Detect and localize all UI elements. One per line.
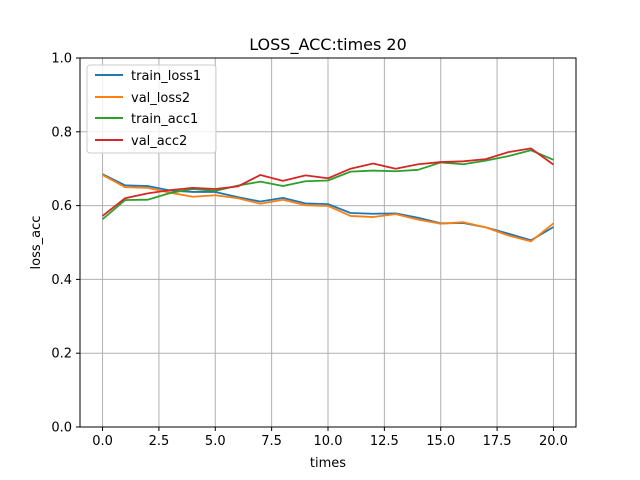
x-tick-label: 7.5 <box>261 434 282 449</box>
chart-title: LOSS_ACC:times 20 <box>249 35 407 55</box>
x-tick-label: 15.0 <box>426 434 455 449</box>
y-tick-label: 0.8 <box>51 125 72 140</box>
y-tick-label: 1.0 <box>51 52 72 67</box>
y-tick-label: 0.4 <box>51 273 72 288</box>
legend-box <box>86 64 217 154</box>
series-line-val-loss2 <box>102 174 555 243</box>
x-tick-label: 20.0 <box>539 434 568 449</box>
y-tick-label: 0.2 <box>51 347 72 362</box>
series-lines <box>101 147 555 243</box>
legend-label-train-loss1: train_loss1 <box>131 69 201 84</box>
x-tick-label: 17.5 <box>483 434 512 449</box>
legend-label-train-acc1: train_acc1 <box>131 112 198 127</box>
x-tick-label: 10.0 <box>314 434 343 449</box>
x-tick-label: 12.5 <box>370 434 399 449</box>
series-line-train-acc1 <box>101 149 554 220</box>
x-tick-label: 2.5 <box>149 434 170 449</box>
legend-label-val-acc2: val_acc2 <box>131 134 187 149</box>
y-tick-label: 0.6 <box>51 199 72 214</box>
x-tick-label: 0.0 <box>92 434 113 449</box>
x-axis-label: times <box>310 456 346 471</box>
x-tick-label: 5.0 <box>205 434 226 449</box>
axis-ticks: 0.0 2.5 5.0 7.5 10.0 12.5 15.0 17.5 20.0 0.0 0.2 0.… <box>51 52 568 450</box>
legend-label-val-loss2: val_loss2 <box>131 91 190 106</box>
series-line-val-acc2 <box>101 147 554 217</box>
y-axis-label: loss_acc <box>29 216 44 270</box>
y-tick-label: 0.0 <box>51 421 72 436</box>
legend: train_loss1 val_loss2 train_acc1 val_acc… <box>86 64 217 154</box>
